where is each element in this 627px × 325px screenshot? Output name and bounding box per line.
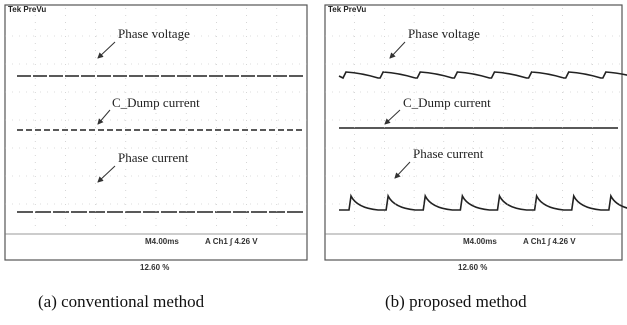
trace-label: C_Dump current <box>112 95 200 110</box>
caption: (b) proposed method <box>385 292 527 311</box>
scope-panel: Tek PreVu Phase voltage C_Dump current P… <box>5 5 307 311</box>
caption: (a) conventional method <box>38 292 205 311</box>
trace-label: Phase current <box>118 150 189 165</box>
trigger-position: 12.60 % <box>458 263 487 272</box>
trigger: A Ch1 ∫ 4.26 V <box>523 237 576 246</box>
trace-label: Phase voltage <box>408 26 480 41</box>
scope-panel: Tek PreVu Phase voltage C_Dump current P… <box>325 5 627 311</box>
figure: Tek PreVu Phase voltage C_Dump current P… <box>0 0 627 325</box>
trace-label: Phase current <box>413 146 484 161</box>
trace-label: C_Dump current <box>403 95 491 110</box>
timebase: M4.00ms <box>145 237 179 246</box>
trace-label: Phase voltage <box>118 26 190 41</box>
timebase: M4.00ms <box>463 237 497 246</box>
trigger-position: 12.60 % <box>140 263 169 272</box>
scope-header: Tek PreVu <box>8 5 46 14</box>
trigger: A Ch1 ∫ 4.26 V <box>205 237 258 246</box>
scope-header: Tek PreVu <box>328 5 366 14</box>
